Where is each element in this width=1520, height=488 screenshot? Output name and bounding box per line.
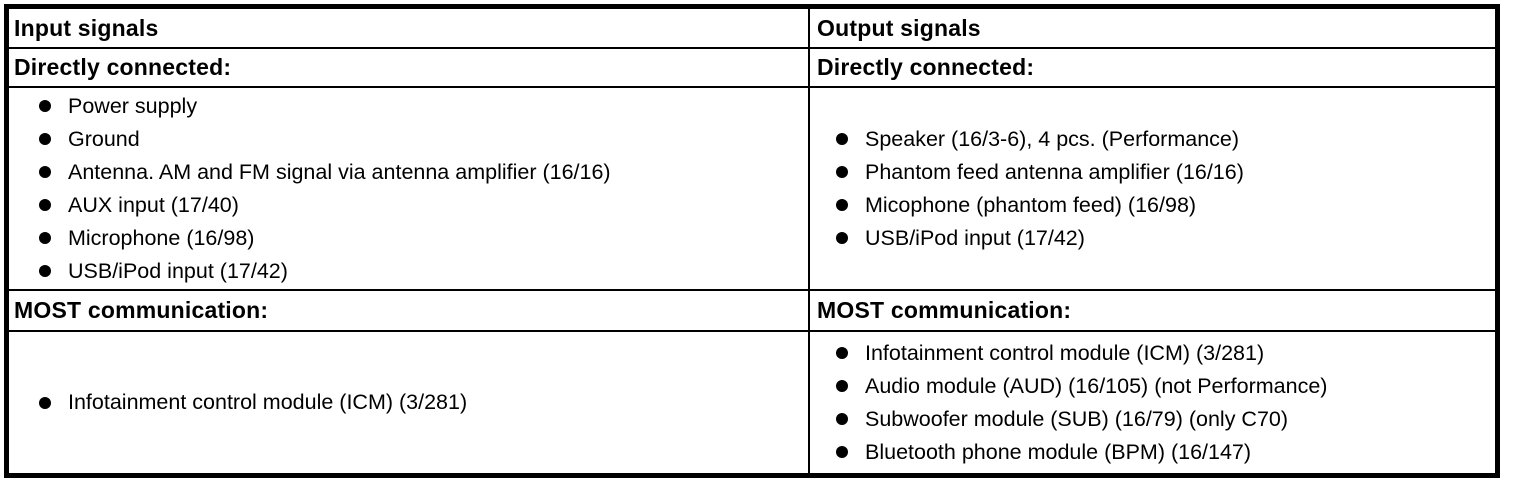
list-item: Power supply	[9, 90, 808, 123]
list-item-text: AUX input (17/40)	[68, 192, 239, 217]
input-most-communication-title-cell: MOST communication:	[9, 291, 810, 332]
bullet-icon	[836, 133, 848, 145]
output-directly-connected-title-cell: Directly connected:	[810, 49, 1495, 88]
list-item: Subwoofer module (SUB) (16/79) (only C70…	[810, 403, 1495, 436]
bullet-icon	[39, 133, 51, 145]
bullet-icon	[39, 265, 51, 277]
input-directly-connected-title-cell: Directly connected:	[9, 49, 810, 88]
bullet-icon	[836, 232, 848, 244]
signal-table: Input signals Output signals Directly co…	[4, 4, 1500, 478]
list-item: AUX input (17/40)	[9, 189, 808, 222]
list-item-text: USB/iPod input (17/42)	[68, 258, 288, 283]
output-directly-connected-list-cell: Speaker (16/3-6), 4 pcs. (Performance) P…	[810, 88, 1495, 291]
input-directly-connected-title: Directly connected:	[14, 54, 232, 80]
list-item-text: Phantom feed antenna amplifier (16/16)	[865, 159, 1244, 184]
list-item-text: Microphone (16/98)	[68, 225, 255, 250]
input-signals-header-cell: Input signals	[9, 9, 810, 49]
bullet-icon	[39, 166, 51, 178]
list-item-text: Speaker (16/3-6), 4 pcs. (Performance)	[865, 126, 1240, 151]
list-item-text: Micophone (phantom feed) (16/98)	[865, 192, 1197, 217]
bullet-icon	[836, 166, 848, 178]
list-item-text: Infotainment control module (ICM) (3/281…	[68, 390, 468, 414]
list-item: Bluetooth phone module (BPM) (16/147)	[810, 436, 1495, 469]
input-most-communication-list: Infotainment control module (ICM) (3/281…	[9, 386, 808, 419]
output-signals-header: Output signals	[817, 14, 981, 41]
list-item-text: Bluetooth phone module (BPM) (16/147)	[865, 439, 1252, 464]
output-most-communication-list-cell: Infotainment control module (ICM) (3/281…	[810, 332, 1495, 473]
bullet-icon	[39, 396, 51, 409]
list-item-text: Ground	[68, 126, 140, 151]
bullet-icon	[39, 100, 51, 112]
input-signals-header: Input signals	[14, 14, 159, 41]
list-item: Speaker (16/3-6), 4 pcs. (Performance)	[810, 123, 1495, 156]
list-item: Phantom feed antenna amplifier (16/16)	[810, 156, 1495, 189]
input-most-communication-list-cell: Infotainment control module (ICM) (3/281…	[9, 332, 810, 473]
list-item: Infotainment control module (ICM) (3/281…	[810, 337, 1495, 370]
list-item-text: Power supply	[68, 93, 198, 118]
list-item: Audio module (AUD) (16/105) (not Perform…	[810, 370, 1495, 403]
list-item: Micophone (phantom feed) (16/98)	[810, 189, 1495, 222]
list-item: USB/iPod input (17/42)	[810, 222, 1495, 255]
output-directly-connected-title: Directly connected:	[817, 54, 1035, 80]
bullet-icon	[39, 199, 51, 211]
list-item: Ground	[9, 123, 808, 156]
list-item-text: Audio module (AUD) (16/105) (not Perform…	[865, 373, 1328, 398]
list-item: USB/iPod input (17/42)	[9, 255, 808, 288]
bullet-icon	[836, 446, 848, 458]
output-most-communication-title: MOST communication:	[817, 297, 1072, 323]
list-item: Antenna. AM and FM signal via antenna am…	[9, 156, 808, 189]
bullet-icon	[39, 232, 51, 244]
output-directly-connected-list: Speaker (16/3-6), 4 pcs. (Performance) P…	[810, 123, 1495, 255]
list-item: Infotainment control module (ICM) (3/281…	[9, 386, 808, 419]
list-item-text: Antenna. AM and FM signal via antenna am…	[68, 159, 611, 184]
output-most-communication-list: Infotainment control module (ICM) (3/281…	[810, 337, 1495, 469]
bullet-icon	[836, 199, 848, 211]
bullet-icon	[836, 413, 848, 425]
input-directly-connected-list: Power supply Ground Antenna. AM and FM s…	[9, 90, 808, 288]
output-signals-header-cell: Output signals	[810, 9, 1495, 49]
output-most-communication-title-cell: MOST communication:	[810, 291, 1495, 332]
list-item-text: Subwoofer module (SUB) (16/79) (only C70…	[865, 406, 1289, 431]
input-most-communication-title: MOST communication:	[14, 297, 269, 323]
list-item-text: USB/iPod input (17/42)	[865, 225, 1085, 250]
list-item: Microphone (16/98)	[9, 222, 808, 255]
list-item-text: Infotainment control module (ICM) (3/281…	[865, 340, 1265, 365]
input-directly-connected-list-cell: Power supply Ground Antenna. AM and FM s…	[9, 88, 810, 291]
bullet-icon	[836, 380, 848, 392]
bullet-icon	[836, 347, 848, 359]
